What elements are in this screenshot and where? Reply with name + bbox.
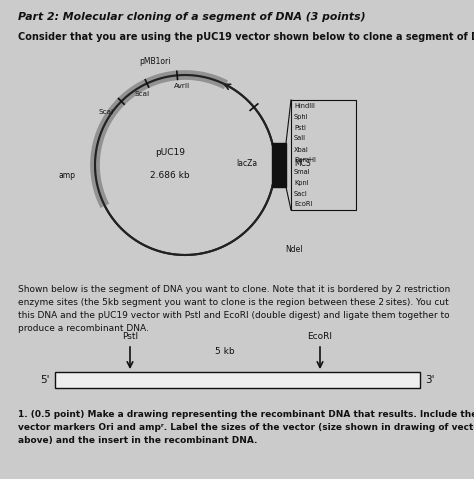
- Text: Consider that you are using the pUC19 vector shown below to clone a segment of D: Consider that you are using the pUC19 ve…: [18, 32, 474, 42]
- Text: XbaI: XbaI: [294, 147, 309, 152]
- Text: MCS: MCS: [294, 159, 310, 168]
- Bar: [272, 143, 286, 187]
- Text: 3': 3': [425, 375, 435, 385]
- Text: above) and the insert in the recombinant DNA.: above) and the insert in the recombinant…: [18, 436, 257, 445]
- Text: produce a recombinant DNA.: produce a recombinant DNA.: [18, 324, 149, 333]
- Text: 1. (0.5 point) Make a drawing representing the recombinant DNA that results. Inc: 1. (0.5 point) Make a drawing representi…: [18, 410, 474, 419]
- Text: PstI: PstI: [294, 125, 306, 130]
- Text: SalI: SalI: [294, 136, 306, 141]
- Text: ScaI: ScaI: [99, 109, 114, 115]
- Text: AvrII: AvrII: [174, 83, 190, 90]
- Text: 5 kb: 5 kb: [215, 347, 235, 356]
- Text: 5': 5': [40, 375, 50, 385]
- Text: Shown below is the segment of DNA you want to clone. Note that it is bordered by: Shown below is the segment of DNA you wa…: [18, 285, 450, 294]
- Text: KpnI: KpnI: [294, 180, 309, 185]
- Text: SphI: SphI: [294, 114, 309, 119]
- Text: 2.686 kb: 2.686 kb: [150, 171, 190, 180]
- Text: EcoRI: EcoRI: [308, 332, 332, 341]
- Text: lacZa: lacZa: [236, 159, 257, 168]
- Text: SmaI: SmaI: [294, 169, 310, 174]
- Text: pMB1ori: pMB1ori: [139, 57, 171, 66]
- Text: Part 2: Molecular cloning of a segment of DNA (3 points): Part 2: Molecular cloning of a segment o…: [18, 12, 365, 22]
- Text: enzyme sites (the 5kb segment you want to clone is the region between these 2 si: enzyme sites (the 5kb segment you want t…: [18, 298, 449, 307]
- Text: PstI: PstI: [122, 332, 138, 341]
- Text: pUC19: pUC19: [155, 148, 185, 157]
- Text: vector markers Ori and ampʳ. Label the sizes of the vector (size shown in drawin: vector markers Ori and ampʳ. Label the s…: [18, 423, 474, 432]
- Text: HindIII: HindIII: [294, 103, 315, 109]
- Text: EcoRI: EcoRI: [294, 202, 312, 207]
- Text: ScaI: ScaI: [135, 91, 149, 97]
- Text: NdeI: NdeI: [285, 245, 302, 254]
- Text: amp: amp: [58, 171, 75, 180]
- Bar: [55, 372, 420, 388]
- Text: SacI: SacI: [294, 191, 308, 196]
- Text: this DNA and the pUC19 vector with PstI and EcoRI (double digest) and ligate the: this DNA and the pUC19 vector with PstI …: [18, 311, 450, 320]
- Text: BamHI: BamHI: [294, 158, 316, 163]
